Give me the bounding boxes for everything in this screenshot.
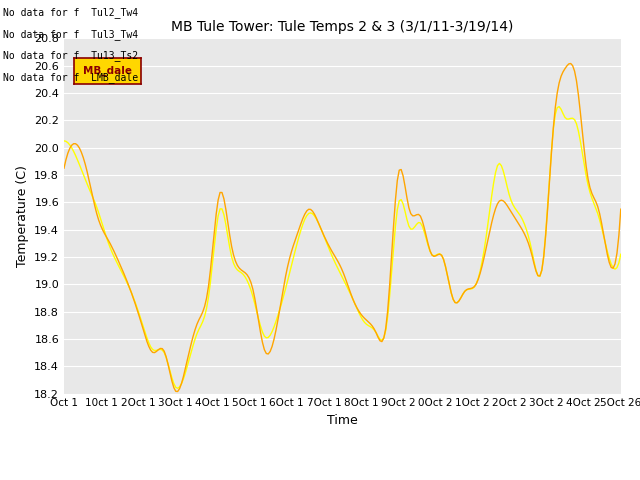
Tul2_Ts-2 <box>600 231 607 237</box>
Tul2_Ts-2 <box>60 165 68 171</box>
Tul2_Ts-8 <box>174 385 182 391</box>
Tul2_Ts-2 <box>174 389 182 395</box>
Text: No data for f  Tul2_Tw4: No data for f Tul2_Tw4 <box>3 7 138 18</box>
Tul2_Ts-2 <box>397 167 405 172</box>
Text: No data for f  Tul3_Tw4: No data for f Tul3_Tw4 <box>3 29 138 40</box>
Title: MB Tule Tower: Tule Temps 2 & 3 (3/1/11-3/19/14): MB Tule Tower: Tule Temps 2 & 3 (3/1/11-… <box>172 21 513 35</box>
Tul2_Ts-8 <box>548 148 556 154</box>
Tul2_Ts-2 <box>307 206 314 212</box>
Line: Tul2_Ts-2: Tul2_Ts-2 <box>64 63 621 392</box>
Y-axis label: Temperature (C): Temperature (C) <box>16 165 29 267</box>
Tul2_Ts-8 <box>556 104 563 109</box>
Tul2_Ts-2 <box>193 322 201 327</box>
Tul2_Ts-2 <box>567 60 575 66</box>
Tul2_Ts-8 <box>193 331 201 336</box>
Tul2_Ts-2 <box>617 206 625 212</box>
Text: No data for f  LMB_dale: No data for f LMB_dale <box>3 72 138 83</box>
Tul2_Ts-8 <box>60 138 68 144</box>
Tul2_Ts-8 <box>68 145 76 151</box>
Tul2_Ts-8 <box>397 197 405 203</box>
Tul2_Ts-8 <box>600 232 607 238</box>
X-axis label: Time: Time <box>327 414 358 427</box>
Line: Tul2_Ts-8: Tul2_Ts-8 <box>64 107 621 388</box>
Text: No data for f  Tu13_Ts2: No data for f Tu13_Ts2 <box>3 50 138 61</box>
Legend: Tul2_Ts-2, Tul2_Ts-8: Tul2_Ts-2, Tul2_Ts-8 <box>234 478 451 480</box>
Tul2_Ts-8 <box>307 210 314 216</box>
Tul2_Ts-2 <box>548 150 556 156</box>
Text: MB_dale: MB_dale <box>83 66 132 76</box>
Tul2_Ts-2 <box>68 143 76 148</box>
Tul2_Ts-8 <box>617 252 625 257</box>
